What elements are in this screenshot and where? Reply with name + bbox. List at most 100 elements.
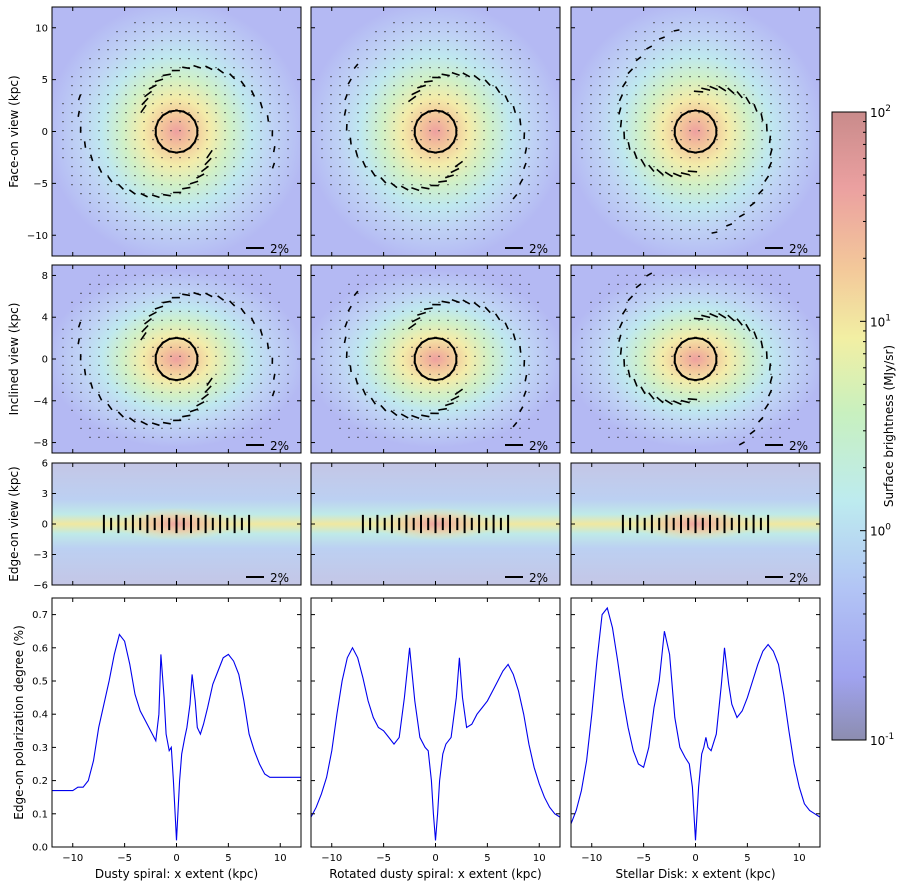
galaxy-brightness	[571, 7, 820, 256]
edge-on-vectors	[102, 514, 251, 534]
edge-on-vectors	[621, 514, 770, 534]
x-tick-label: −5	[117, 853, 132, 864]
x-tick-label: 0	[432, 853, 438, 864]
y-tick-label: −5	[33, 179, 48, 190]
line-panel-2	[310, 597, 561, 848]
x-tick-label: −10	[581, 853, 602, 864]
map-panel-edge-on-2: 2%	[310, 462, 561, 586]
plot-background	[571, 598, 820, 847]
map-panel-edge-on-1: 2%	[51, 462, 302, 586]
scale-bar-label: 2%	[529, 242, 548, 256]
y-tick-label: 6	[42, 459, 48, 470]
scale-bar-label: 2%	[789, 439, 808, 453]
galaxy-brightness	[52, 270, 301, 448]
x-tick-label: −5	[376, 853, 391, 864]
y-tick-label: 0.0	[32, 843, 48, 854]
y-tick-label: 0.7	[32, 610, 48, 621]
y-tick-label: 0	[42, 520, 48, 531]
scale-bar-label: 2%	[270, 242, 289, 256]
map-panel-face-on-2: 2%	[310, 6, 561, 257]
polarization-curve	[310, 646, 561, 841]
y-tick-label: −4	[33, 396, 48, 407]
map-panel-edge-on-3: 2%	[570, 462, 821, 586]
row-label: Edge-on polarization degree (%)	[12, 625, 26, 820]
x-tick-label: 10	[533, 853, 546, 864]
polarization-vector-grid	[62, 22, 289, 240]
polarization-vector-grid	[581, 22, 808, 240]
y-tick-label: −10	[27, 231, 48, 242]
scale-bar-label: 2%	[529, 571, 548, 585]
colorbar-tick-label: 100	[870, 523, 891, 539]
polarization-vector-grid	[581, 274, 808, 438]
polarization-vector-grid	[321, 274, 548, 438]
spiral-arm-vectors	[77, 291, 276, 427]
colorbar-tick-label: 102	[870, 104, 891, 120]
column-label: Rotated dusty spiral: x extent (kpc)	[329, 867, 541, 881]
core-vector-ring	[673, 109, 718, 154]
polarization-curve	[570, 606, 821, 841]
core-vector-ring	[154, 336, 199, 382]
x-tick-label: 0	[173, 853, 179, 864]
y-tick-label: −8	[33, 438, 48, 449]
line-panel-1	[51, 597, 302, 848]
plot-background	[311, 598, 560, 847]
colorbar-tick-label: 101	[870, 313, 891, 329]
x-tick-label: 10	[793, 853, 806, 864]
spiral-arm-vectors	[77, 64, 276, 199]
spiral-arm-vectors	[618, 29, 773, 234]
polarization-vector-grid	[62, 274, 289, 438]
x-tick-label: 5	[744, 853, 750, 864]
line-panel-3	[570, 597, 821, 848]
galaxy-brightness	[571, 270, 820, 448]
map-panel-face-on-1: 2%	[51, 6, 302, 257]
core-vector-ring	[413, 109, 458, 154]
map-panel-inclined-2: 2%	[310, 264, 561, 454]
colorbar	[831, 111, 867, 741]
x-tick-label: −10	[321, 853, 342, 864]
x-tick-label: 0	[692, 853, 698, 864]
scale-bar-label: 2%	[789, 242, 808, 256]
core-vector-ring	[673, 336, 718, 382]
y-tick-label: −6	[33, 581, 48, 592]
y-tick-label: 8	[42, 271, 48, 282]
map-panel-inclined-1: 2%	[51, 264, 302, 454]
y-tick-label: 10	[35, 23, 48, 34]
y-tick-label: 0.5	[32, 677, 48, 688]
x-tick-label: −5	[636, 853, 651, 864]
scale-bar-label: 2%	[529, 439, 548, 453]
row-label: Edge-on view (kpc)	[7, 466, 21, 582]
edge-on-vectors	[361, 514, 510, 534]
y-tick-label: −3	[33, 550, 48, 561]
x-tick-label: 5	[225, 853, 231, 864]
column-label: Dusty spiral: x extent (kpc)	[95, 867, 258, 881]
row-label: Face-on view (kpc)	[7, 75, 21, 187]
x-tick-label: −10	[62, 853, 83, 864]
row-label: Inclined view (kpc)	[7, 303, 21, 416]
scale-bar-label: 2%	[270, 571, 289, 585]
scale-bar-label: 2%	[270, 439, 289, 453]
core-vector-ring	[154, 109, 199, 154]
x-tick-label: 5	[484, 853, 490, 864]
y-tick-label: 0.6	[32, 643, 48, 654]
y-tick-label: 4	[42, 313, 48, 324]
y-tick-label: 0.2	[32, 776, 48, 787]
column-label: Stellar Disk: x extent (kpc)	[615, 867, 775, 881]
scale-bar-label: 2%	[789, 571, 808, 585]
spiral-arm-vectors	[343, 290, 528, 428]
y-tick-label: 0	[42, 127, 48, 138]
y-tick-label: 0.4	[32, 710, 48, 721]
core-vector-ring	[413, 336, 458, 382]
plot-background	[52, 598, 301, 847]
map-panel-face-on-3: 2%	[570, 6, 821, 257]
spiral-arm-vectors	[343, 63, 528, 200]
galaxy-brightness	[311, 7, 560, 256]
colorbar-tick-label: 10-1	[870, 732, 894, 748]
y-tick-label: 5	[42, 75, 48, 86]
galaxy-brightness	[52, 7, 301, 256]
x-tick-label: 10	[274, 853, 287, 864]
spiral-arm-vectors	[618, 272, 773, 446]
polarization-curve	[52, 633, 301, 841]
y-tick-label: 0.3	[32, 743, 48, 754]
map-panel-inclined-3: 2%	[570, 264, 821, 454]
